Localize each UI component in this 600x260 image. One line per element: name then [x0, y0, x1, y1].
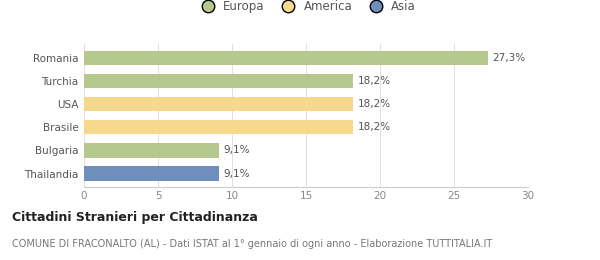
Text: Cittadini Stranieri per Cittadinanza: Cittadini Stranieri per Cittadinanza: [12, 211, 258, 224]
Text: 18,2%: 18,2%: [358, 122, 391, 132]
Bar: [84, 51, 488, 65]
Text: 18,2%: 18,2%: [358, 76, 391, 86]
Bar: [84, 74, 353, 88]
Text: 18,2%: 18,2%: [358, 99, 391, 109]
Text: COMUNE DI FRACONALTO (AL) - Dati ISTAT al 1° gennaio di ogni anno - Elaborazione: COMUNE DI FRACONALTO (AL) - Dati ISTAT a…: [12, 239, 492, 249]
Text: 9,1%: 9,1%: [223, 145, 250, 155]
Bar: [84, 143, 218, 158]
Bar: [84, 120, 353, 134]
Legend: Europa, America, Asia: Europa, America, Asia: [191, 0, 421, 18]
Bar: [84, 166, 218, 181]
Bar: [84, 97, 353, 111]
Text: 9,1%: 9,1%: [223, 168, 250, 179]
Text: 27,3%: 27,3%: [493, 53, 526, 63]
